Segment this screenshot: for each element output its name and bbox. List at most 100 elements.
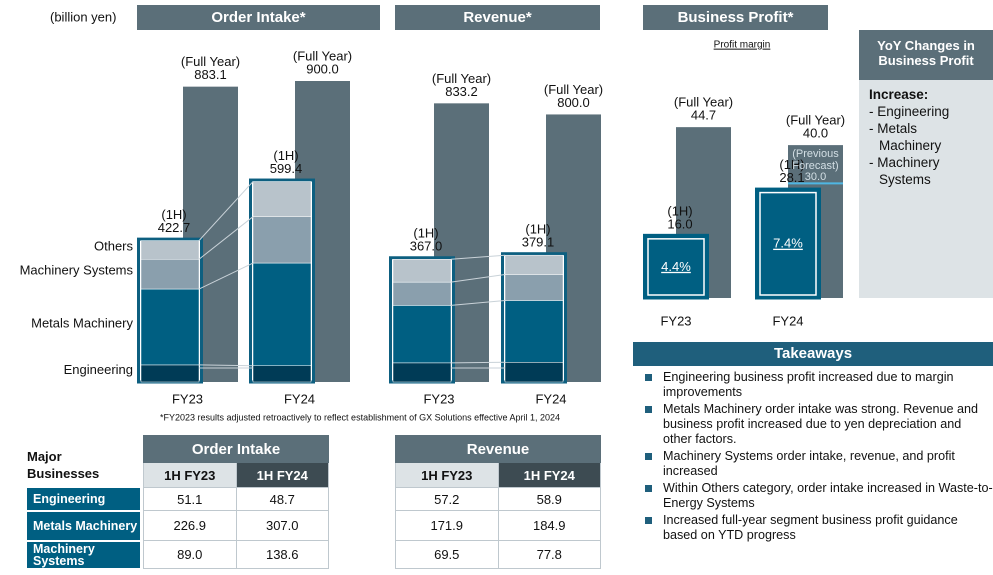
x-tick-label: FY23 xyxy=(423,391,454,406)
segment xyxy=(504,300,564,363)
x-tick-label: FY23 xyxy=(172,391,203,406)
footnote: *FY2023 results adjusted retroactively t… xyxy=(160,412,560,422)
value-label: 800.0 xyxy=(557,95,590,110)
chart-title: Business Profit* xyxy=(643,5,828,30)
table-title: Revenue xyxy=(395,435,601,463)
segment-label: Metals Machinery xyxy=(31,315,133,330)
segment xyxy=(140,288,200,366)
row-label: Machinery Systems xyxy=(27,542,140,568)
segment xyxy=(392,259,452,283)
value-label: 44.7 xyxy=(691,108,716,123)
forecast-label: Forecast) xyxy=(792,160,838,172)
row-header: Major Businesses xyxy=(27,449,100,481)
segment xyxy=(140,240,200,260)
cell: 138.6 xyxy=(235,540,329,569)
cell: 51.1 xyxy=(143,487,237,511)
series-label: (1H) xyxy=(413,226,438,241)
yoy-panel: YoY Changes in Business Profit Increase:… xyxy=(859,30,993,298)
table-title: Order Intake xyxy=(143,435,329,463)
row-label: Metals Machinery xyxy=(27,512,140,540)
chart-subtitle: Profit margin xyxy=(714,40,771,51)
segment xyxy=(252,216,312,264)
connector xyxy=(198,262,254,290)
cell: 48.7 xyxy=(235,487,329,511)
value-label: 900.0 xyxy=(306,61,339,76)
takeaway: Machinery Systems order intake, revenue,… xyxy=(645,449,993,479)
segment xyxy=(504,362,564,383)
cell: 307.0 xyxy=(235,510,329,541)
takeaway: Metals Machinery order intake was strong… xyxy=(645,402,993,447)
column-header: 1H FY23 xyxy=(395,462,499,488)
takeaways-title: Takeaways xyxy=(633,342,993,366)
yoy-item: - Machinery Systems xyxy=(869,155,940,187)
series-label: (Full Year) xyxy=(181,54,240,69)
value-label: 833.2 xyxy=(445,84,478,99)
column-header: 1H FY23 xyxy=(143,462,237,488)
yoy-body: Increase: - Engineering - Metals Machine… xyxy=(859,80,993,194)
value-label: 599.4 xyxy=(270,161,303,176)
cell: 89.0 xyxy=(143,540,237,569)
cell: 57.2 xyxy=(395,487,499,511)
segment-label: Machinery Systems xyxy=(20,263,134,278)
takeaway: Within Others category, order intake inc… xyxy=(645,481,993,511)
revenue-table: Revenue 1H FY23 1H FY24 57.2 58.9 171.9 184… xyxy=(395,435,601,569)
x-tick-label: FY24 xyxy=(772,313,803,328)
value-label: 379.1 xyxy=(522,235,555,250)
series-label: (1H) xyxy=(779,157,804,172)
takeaway: Engineering business profit increased du… xyxy=(645,370,993,400)
yoy-item: - Metals Machinery xyxy=(869,121,942,153)
row-label: Engineering xyxy=(27,488,140,510)
segment xyxy=(140,364,200,383)
yoy-title: YoY Changes in Business Profit xyxy=(859,30,993,80)
order-table: Order Intake 1H FY23 1H FY24 51.1 48.7 226… xyxy=(143,435,329,569)
unit-label: (billion yen) xyxy=(50,9,116,24)
connector xyxy=(198,364,254,367)
cell: 58.9 xyxy=(497,487,601,511)
segment-label: Others xyxy=(94,238,134,253)
value-label: 16.0 xyxy=(667,216,692,231)
value-label: 367.0 xyxy=(410,239,443,254)
segment xyxy=(140,259,200,290)
cell: 69.5 xyxy=(395,540,499,569)
series-label: (1H) xyxy=(667,203,692,218)
series-label: (1H) xyxy=(161,207,186,222)
forecast-label: (Previous xyxy=(792,148,839,160)
column-header: 1H FY24 xyxy=(497,462,601,488)
column-header: 1H FY24 xyxy=(235,462,329,488)
connector xyxy=(198,181,254,241)
series-label: (1H) xyxy=(273,148,298,163)
yoy-item: - Engineering xyxy=(869,104,950,119)
segment xyxy=(392,362,452,383)
x-tick-label: FY24 xyxy=(284,391,315,406)
series-label: (Full Year) xyxy=(293,48,352,63)
value-label: 422.7 xyxy=(158,220,191,235)
segment xyxy=(504,254,564,275)
x-tick-label: FY24 xyxy=(535,391,566,406)
forecast-value: 30.0 xyxy=(805,171,826,183)
yoy-heading: Increase: xyxy=(869,87,929,102)
margin-label: 7.4% xyxy=(773,236,803,251)
series-label: (Full Year) xyxy=(786,113,845,128)
connector xyxy=(450,254,506,260)
connector xyxy=(198,216,254,260)
cell: 226.9 xyxy=(143,510,237,541)
takeaways-list: Engineering business profit increased du… xyxy=(633,370,993,543)
chart-title: Order Intake* xyxy=(137,5,380,30)
segment xyxy=(392,305,452,364)
value-label: 883.1 xyxy=(194,67,227,82)
value-label: 40.0 xyxy=(803,126,828,141)
connector xyxy=(450,299,506,306)
connector xyxy=(450,273,506,283)
series-label: (1H) xyxy=(525,222,550,237)
connector xyxy=(450,361,506,364)
half-year-inner xyxy=(647,238,705,296)
half-year-inner xyxy=(759,191,817,296)
value-label: 28.1 xyxy=(779,170,804,185)
segment xyxy=(252,365,312,383)
segment xyxy=(504,274,564,301)
series-label: (Full Year) xyxy=(432,71,491,86)
cell: 184.9 xyxy=(497,510,601,541)
segment xyxy=(252,181,312,217)
takeaways: Takeaways Engineering business profit in… xyxy=(633,342,993,545)
